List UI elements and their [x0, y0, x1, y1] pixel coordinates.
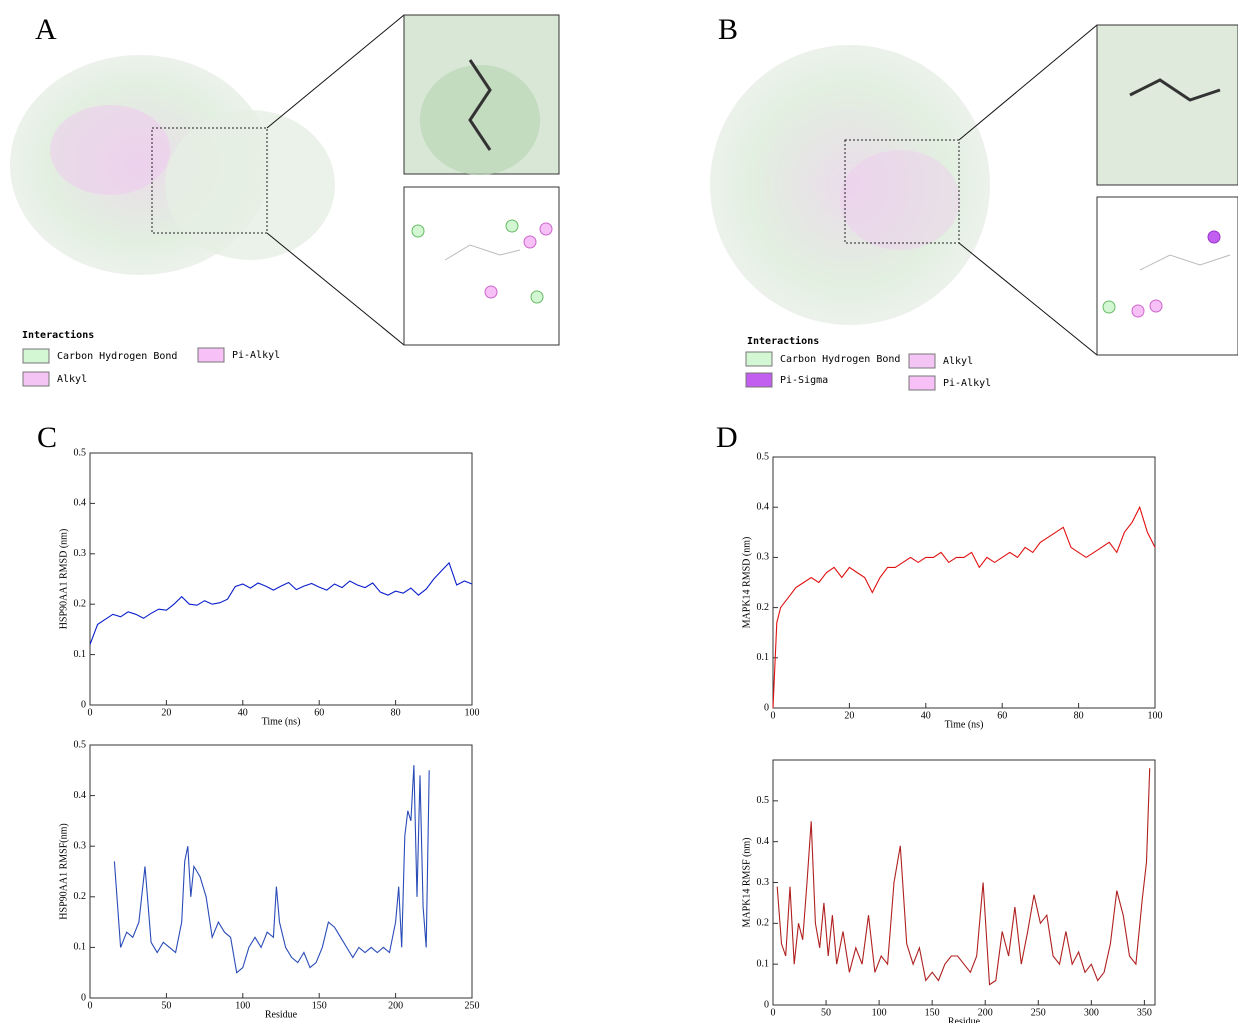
x-tick-label: 0 [771, 710, 776, 721]
x-tick-label: 300 [1084, 1007, 1099, 1018]
x-tick-label: 40 [921, 710, 931, 721]
y-tick-label: 0.4 [74, 790, 87, 801]
y-tick-label: 0.5 [757, 451, 770, 462]
legend-swatch [198, 348, 224, 362]
y-tick-label: 0.1 [74, 649, 87, 660]
x-tick-label: 0 [771, 1007, 776, 1018]
y-tick-label: 0.4 [74, 498, 87, 509]
y-tick-label: 0.2 [757, 918, 770, 929]
x-tick-label: 100 [235, 1000, 250, 1011]
x-axis-label: Residue [265, 1009, 298, 1020]
legend-label: Pi-Alkyl [232, 350, 280, 361]
x-axis-label: Residue [948, 1016, 981, 1023]
y-tick-label: 0 [764, 999, 769, 1010]
y-tick-label: 0.5 [757, 795, 770, 806]
legend-swatch [746, 373, 772, 387]
y-tick-label: 0.3 [74, 840, 87, 851]
x-tick-label: 350 [1137, 1007, 1152, 1018]
protein-surface-b [710, 25, 1238, 355]
legend-title: Interactions [22, 329, 94, 341]
panel-label: A [35, 13, 57, 46]
y-tick-label: 0 [81, 992, 86, 1003]
x-tick-label: 200 [388, 1000, 403, 1011]
x-tick-label: 250 [1031, 1007, 1046, 1018]
protein-surface-a [10, 15, 559, 345]
x-tick-label: 100 [872, 1007, 887, 1018]
x-tick-label: 0 [88, 1000, 93, 1011]
legend-title: Interactions [747, 335, 819, 347]
legend-label: Carbon Hydrogen Bond [780, 354, 900, 365]
x-tick-label: 150 [312, 1000, 327, 1011]
legend-label: Alkyl [943, 356, 973, 367]
x-tick-label: 250 [465, 1000, 480, 1011]
legend-label: Carbon Hydrogen Bond [57, 351, 177, 362]
x-tick-label: 0 [88, 707, 93, 718]
y-tick-label: 0.1 [757, 958, 770, 969]
y-tick-label: 0 [81, 699, 86, 710]
legend-swatch [23, 372, 49, 386]
panel-label: B [718, 13, 738, 46]
y-tick-label: 0.4 [757, 501, 770, 512]
x-tick-label: 60 [997, 710, 1007, 721]
data-line [114, 765, 429, 973]
legend-label: Pi-Alkyl [943, 378, 991, 389]
y-tick-label: 0.5 [74, 739, 87, 750]
x-tick-label: 150 [925, 1007, 940, 1018]
y-tick-label: 0.3 [757, 552, 770, 563]
y-tick-label: 0.3 [757, 877, 770, 888]
legend-swatch [909, 354, 935, 368]
x-tick-label: 20 [161, 707, 171, 718]
y-axis-label: MAPK14 RMSF (nm) [741, 837, 752, 927]
y-axis-label: HSP90AA1 RMSF(nm) [58, 823, 69, 919]
x-tick-label: 100 [465, 707, 480, 718]
y-tick-label: 0.3 [74, 548, 87, 559]
x-axis-label: Time (ns) [262, 716, 301, 727]
y-tick-label: 0.2 [757, 602, 770, 613]
y-tick-label: 0.1 [74, 942, 87, 953]
data-line [90, 563, 472, 645]
y-tick-label: 0.1 [757, 652, 770, 663]
y-tick-label: 0.5 [74, 447, 87, 458]
panel-label: D [716, 421, 738, 454]
legend-swatch [909, 376, 935, 390]
x-tick-label: 20 [844, 710, 854, 721]
plot-frame [773, 457, 1155, 708]
y-axis-label: HSP90AA1 RMSD (nm) [58, 529, 69, 630]
data-line [777, 768, 1149, 984]
figure: A B C D Interactions Carbon Hydrogen Bond Pi-A… [0, 0, 1238, 1023]
y-axis-label: MAPK14 RMSD (nm) [741, 537, 752, 629]
x-axis-label: Time (ns) [945, 719, 984, 730]
legend-swatch [746, 352, 772, 366]
x-tick-label: 100 [1148, 710, 1163, 721]
x-tick-label: 80 [1074, 710, 1084, 721]
x-tick-label: 50 [161, 1000, 171, 1011]
legend-swatch [23, 349, 49, 363]
y-tick-label: 0.2 [74, 891, 87, 902]
legend-label: Alkyl [57, 374, 87, 385]
plot-frame [90, 453, 472, 705]
plot-frame [773, 760, 1155, 1005]
x-tick-label: 60 [314, 707, 324, 718]
x-tick-label: 40 [238, 707, 248, 718]
y-tick-label: 0.2 [74, 598, 87, 609]
legend-label: Pi-Sigma [780, 375, 828, 386]
y-tick-label: 0 [764, 702, 769, 713]
panel-label: C [37, 421, 57, 454]
x-tick-label: 80 [391, 707, 401, 718]
y-tick-label: 0.4 [757, 836, 770, 847]
x-tick-label: 50 [821, 1007, 831, 1018]
data-line [773, 507, 1155, 708]
